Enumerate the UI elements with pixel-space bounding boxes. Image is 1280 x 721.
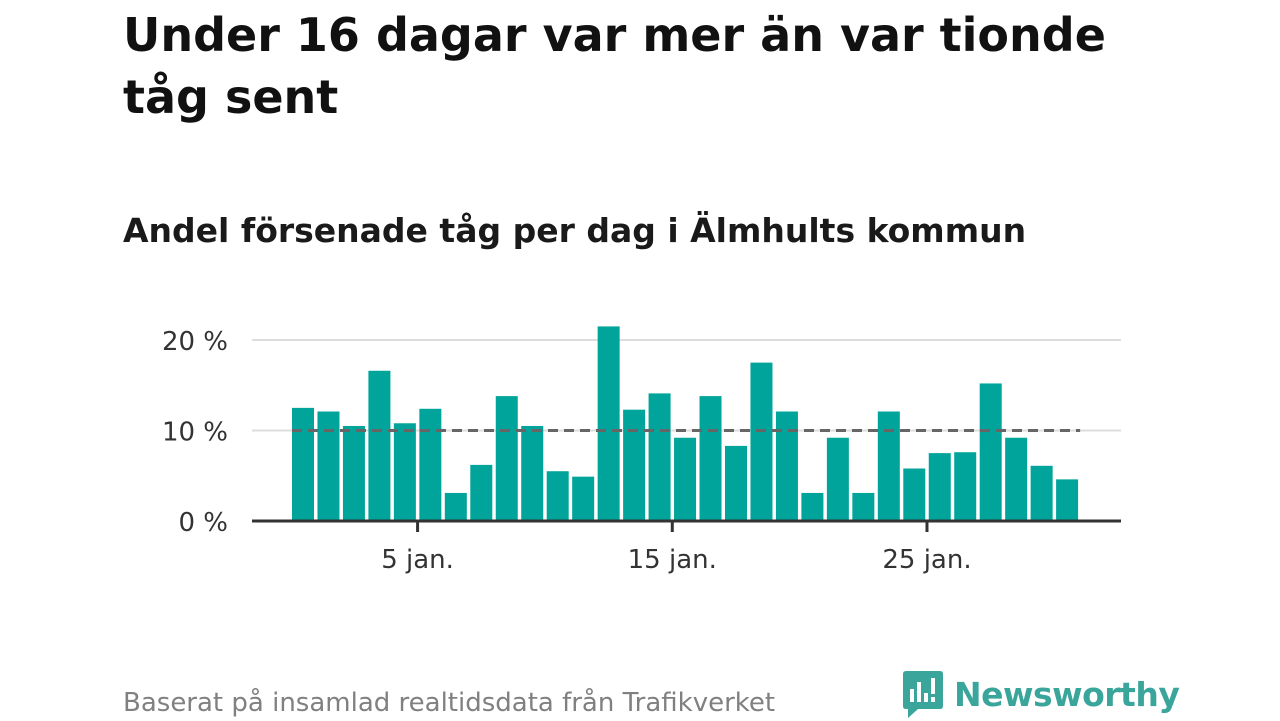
bars [292, 326, 1079, 521]
bar [597, 326, 620, 521]
bar [903, 468, 926, 521]
bar [775, 411, 798, 521]
bar [979, 383, 1002, 521]
bar [368, 370, 391, 521]
chart-title: Under 16 dagar var mer än var tionde tåg… [123, 8, 1106, 124]
bar [852, 492, 875, 521]
x-tick-label: 15 jan. [628, 545, 717, 575]
bar [750, 362, 773, 521]
bar [1030, 465, 1053, 521]
source-note: Baserat på insamlad realtidsdata från Tr… [123, 688, 776, 718]
bar [572, 476, 595, 521]
bar [699, 396, 722, 521]
y-tick-label: 10 % [162, 418, 228, 448]
brand-name: Newsworthy [954, 674, 1180, 714]
y-tick-label: 20 % [162, 327, 228, 357]
bar [1056, 479, 1079, 521]
bar [954, 452, 977, 521]
bar [317, 411, 340, 521]
y-tick-label: 0 % [178, 508, 228, 538]
newsworthy-logo-icon [903, 671, 943, 718]
bar [419, 408, 442, 521]
x-axis: 5 jan. 15 jan. 25 jan. [252, 519, 1121, 575]
bar [928, 453, 951, 521]
bar [292, 407, 314, 521]
chart-subtitle: Andel försenade tåg per dag i Älmhults k… [123, 211, 1027, 250]
y-axis-labels: 0 % 10 % 20 % [162, 327, 228, 538]
bar [648, 393, 671, 521]
x-tick-label: 25 jan. [882, 545, 971, 575]
bar [495, 396, 518, 521]
bar [470, 464, 493, 521]
bar [521, 425, 544, 521]
bar [393, 423, 416, 521]
bar [342, 425, 365, 521]
brand-logo: Newsworthy [902, 668, 1180, 720]
bar [444, 492, 467, 521]
x-tick-label: 5 jan. [381, 545, 454, 575]
bar [826, 437, 849, 521]
bar [724, 445, 747, 521]
bar [546, 471, 569, 521]
bar [801, 492, 824, 521]
bar [877, 411, 900, 521]
bar [1005, 437, 1028, 521]
bar [623, 409, 646, 521]
bar [674, 437, 697, 521]
